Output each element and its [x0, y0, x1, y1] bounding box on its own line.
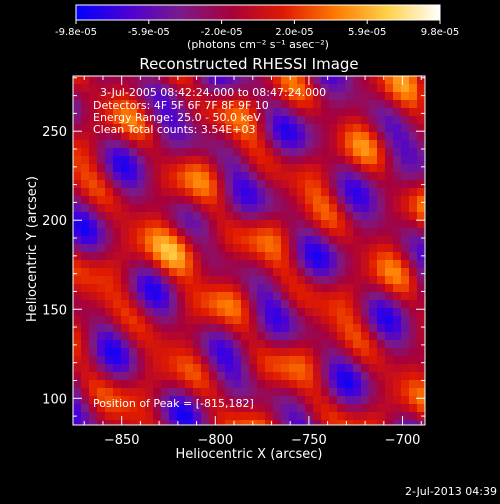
- x-tick-label: −700: [385, 433, 421, 448]
- colorbar-units-label: (photons cm⁻² s⁻¹ asec⁻²): [187, 38, 329, 51]
- x-tick-label: −800: [197, 433, 233, 448]
- annotation-line: Detectors: 4F 5F 6F 7F 8F 9F 10: [93, 99, 269, 112]
- annotation-line: Energy Range: 25.0 - 50.0 keV: [93, 111, 261, 124]
- colorbar: [75, 4, 441, 21]
- y-tick-label: 200: [42, 214, 67, 229]
- x-tick-label: −850: [104, 433, 140, 448]
- colorbar-tick-label: 5.9e-05: [348, 27, 386, 38]
- y-tick-label: 150: [42, 303, 67, 318]
- peak-position-label: Position of Peak = [-815,182]: [93, 397, 254, 410]
- y-tick-label: 250: [42, 125, 67, 140]
- axis-ticks: −850 −800 −750 −700 100 150 200 250: [42, 76, 425, 448]
- x-axis-label: Heliocentric X (arcsec): [176, 447, 323, 462]
- chart-title: Reconstructed RHESSI Image: [139, 55, 358, 73]
- colorbar-tick-label: 9.8e-05: [421, 27, 459, 38]
- x-tick-label: −750: [291, 433, 327, 448]
- y-axis-label: Heliocentric Y (arcsec): [25, 176, 40, 322]
- colorbar-tick-label: -9.8e-05: [55, 27, 97, 38]
- info-annotations: 3-Jul-2005 08:42:24.000 to 08:47:24.000D…: [93, 86, 326, 136]
- colorbar-tick-label: -5.9e-05: [128, 27, 170, 38]
- colorbar-ticks: -9.8e-05 -5.9e-05 -2.0e-05 2.0e-05 5.9e-05 9.…: [55, 20, 459, 38]
- annotation-line: 3-Jul-2005 08:42:24.000 to 08:47:24.000: [100, 86, 326, 99]
- plot-frame: [72, 75, 426, 426]
- y-tick-label: 100: [42, 392, 67, 407]
- footer-timestamp: 2-Jul-2013 04:39: [405, 485, 497, 498]
- annotation-line: Clean Total counts: 3.54E+03: [93, 123, 256, 136]
- heatmap-image: [73, 76, 425, 425]
- colorbar-tick-label: -2.0e-05: [201, 27, 243, 38]
- colorbar-tick-label: 2.0e-05: [275, 27, 313, 38]
